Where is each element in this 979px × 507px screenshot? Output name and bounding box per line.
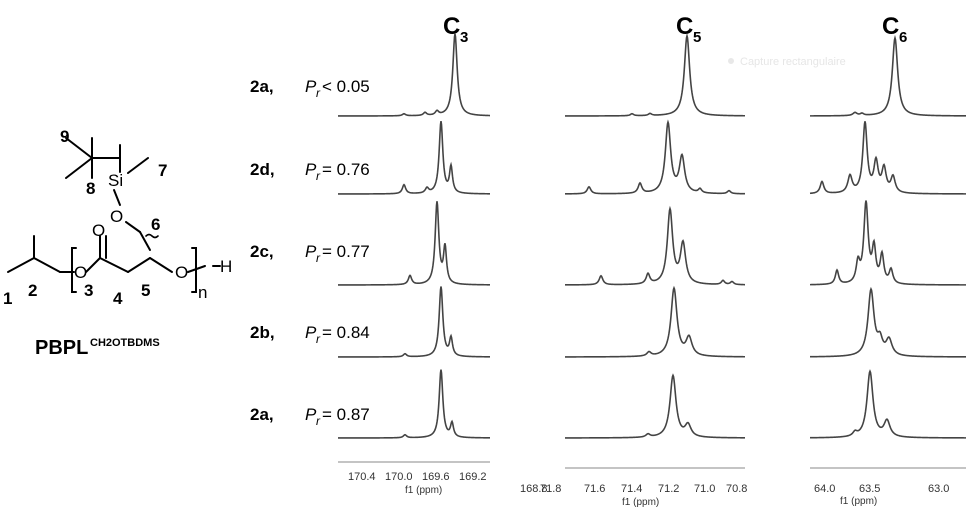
row-label-1: 2a, P r < 0.05 <box>250 77 370 100</box>
spectrum-c3-row-4 <box>338 286 490 358</box>
atom-o-end: O <box>175 263 188 282</box>
spectrum-c6-row-5 <box>809 369 966 439</box>
spectrum-c3-row-5 <box>338 369 490 439</box>
spectrum-c5-row-4 <box>565 285 746 358</box>
atom-o-carbonyl: O <box>92 221 105 240</box>
row-5-value: = 0.87 <box>322 405 370 424</box>
row-2-sample: 2d, <box>250 160 275 179</box>
spectrum-c5-row-5 <box>565 373 746 439</box>
atom-o-ester: O <box>74 263 87 282</box>
structure-atoms: Si O O O O H n <box>74 171 232 302</box>
spectrum-c3-row-3 <box>338 201 491 286</box>
axis-c6-tick-1: 64.0 <box>814 483 835 495</box>
axis-c5-tick-4: 71.2 <box>658 483 679 495</box>
axis-c5-tick-1: 71.8 <box>540 483 561 495</box>
row-label-3: 2c, P r = 0.77 <box>250 242 370 265</box>
panel-title-c6: C <box>882 13 899 40</box>
axis-c5-tick-5: 71.0 <box>694 483 715 495</box>
row-3-sample: 2c, <box>250 242 274 261</box>
spectrum-c5-row-3 <box>565 205 746 286</box>
axis-c3-tick-5: 168.8 <box>520 483 548 495</box>
row-3-p-sub: r <box>316 251 321 265</box>
atom-si: Si <box>108 171 123 190</box>
row-4-p-sub: r <box>316 332 321 346</box>
panel-title-c5: C <box>676 13 693 40</box>
carbon-number-8: 8 <box>86 179 95 198</box>
axis-c5-tick-2: 71.6 <box>584 483 605 495</box>
row-5-sample: 2a, <box>250 405 274 424</box>
spectrum-c6-row-1 <box>810 34 966 117</box>
carbon-number-5: 5 <box>141 281 150 300</box>
carbon-number-6: 6 <box>151 215 160 234</box>
panel-title-c3: C <box>443 13 460 40</box>
spectrum-c5-row-2 <box>564 119 746 195</box>
axis-c5-tick-3: 71.4 <box>621 483 642 495</box>
atom-o-ether: O <box>110 207 123 226</box>
axis-c3-tick-1: 170.4 <box>348 471 376 483</box>
repeat-n: n <box>198 283 207 302</box>
row-5-p-sub: r <box>316 414 321 428</box>
watermark-text: Capture rectangulaire <box>740 56 846 68</box>
polymer-name: PBPL CH2OTBDMS <box>35 337 160 359</box>
panel-titles: C 3 C 5 C 6 <box>443 13 907 46</box>
carbon-number-4: 4 <box>113 289 123 308</box>
row-2-p-sub: r <box>316 169 321 183</box>
axis-c5: 71.8 71.6 71.4 71.2 71.0 70.8 f1 (ppm) <box>540 467 747 507</box>
spectrum-c5-row-1 <box>565 32 746 117</box>
axis-c3-tick-2: 170.0 <box>385 471 413 483</box>
carbon-number-3: 3 <box>84 281 93 300</box>
axis-c3-tick-4: 169.2 <box>459 471 487 483</box>
row-label-4: 2b, P r = 0.84 <box>250 323 370 346</box>
carbon-number-1: 1 <box>3 289 12 308</box>
spectrum-c6-row-3 <box>810 200 966 286</box>
row-4-sample: 2b, <box>250 323 275 342</box>
spectrum-c6-row-4 <box>810 286 966 358</box>
row-4-value: = 0.84 <box>322 323 370 342</box>
row-1-p: P <box>305 77 317 96</box>
carbon-number-2: 2 <box>28 281 37 300</box>
row-3-p: P <box>305 242 317 261</box>
row-4-p: P <box>305 323 317 342</box>
watermark: Capture rectangulaire <box>728 56 846 68</box>
axis-c5-tick-6: 70.8 <box>726 483 747 495</box>
row-label-5: 2a, P r = 0.87 <box>250 405 370 428</box>
spectra <box>338 32 966 439</box>
chemical-structure <box>7 137 221 293</box>
axis-c6-tick-2: 63.5 <box>859 483 880 495</box>
row-1-value: < 0.05 <box>322 77 370 96</box>
axis-c5-unit: f1 (ppm) <box>622 497 659 507</box>
polymer-name-main: PBPL <box>35 337 88 359</box>
row-2-value: = 0.76 <box>322 160 370 179</box>
axis-c3: 170.4 170.0 169.6 169.2 168.8 f1 (ppm) <box>338 461 548 496</box>
axis-c6-unit: f1 (ppm) <box>840 496 877 507</box>
row-label-2: 2d, P r = 0.76 <box>250 160 370 183</box>
row-2-p: P <box>305 160 317 179</box>
panel-title-c3-sub: 3 <box>460 29 468 46</box>
row-1-p-sub: r <box>316 86 321 100</box>
atom-h: H <box>220 257 232 276</box>
polymer-name-sup: CH2OTBDMS <box>90 337 160 349</box>
structure-numbers: 1 2 3 4 5 6 7 8 9 <box>3 127 167 308</box>
carbon-number-7: 7 <box>158 161 167 180</box>
spectrum-c3-row-1 <box>338 33 491 117</box>
axis-c6-tick-3: 63.0 <box>928 483 949 495</box>
axis-c3-unit: f1 (ppm) <box>405 485 442 496</box>
spectrum-c6-row-2 <box>809 121 966 195</box>
row-labels: 2a, P r < 0.05 2d, P r = 0.76 2c, P r = … <box>250 77 370 428</box>
axis-c6: 64.0 63.5 63.0 f1 (ppm) <box>810 467 966 507</box>
spectrum-c3-row-2 <box>338 120 490 195</box>
panel-title-c5-sub: 5 <box>693 29 701 46</box>
carbon-number-9: 9 <box>60 127 69 146</box>
row-1-sample: 2a, <box>250 77 274 96</box>
axis-c3-tick-3: 169.6 <box>422 471 450 483</box>
row-3-value: = 0.77 <box>322 242 370 261</box>
panel-title-c6-sub: 6 <box>899 29 907 46</box>
row-5-p: P <box>305 405 317 424</box>
